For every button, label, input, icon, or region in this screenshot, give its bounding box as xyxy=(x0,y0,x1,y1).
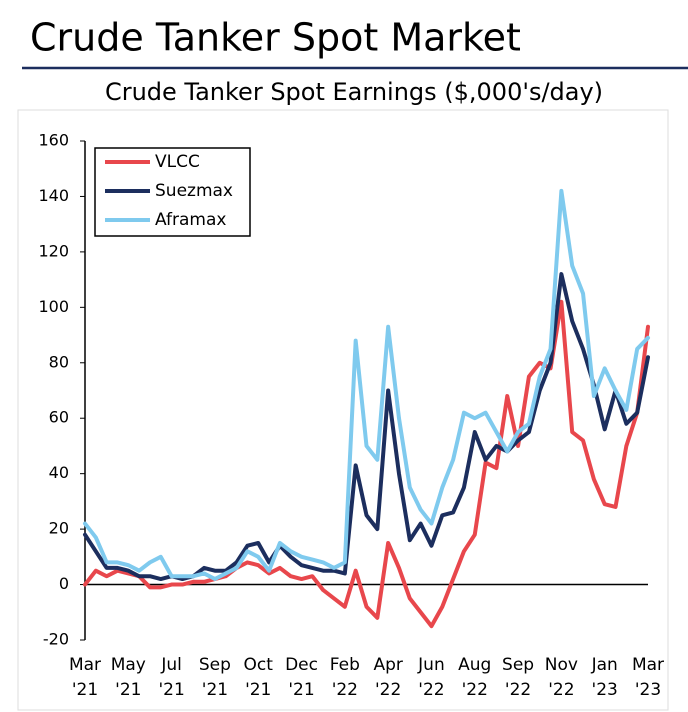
x-tick-label: Mar xyxy=(632,655,664,675)
y-tick-label: 20 xyxy=(49,519,69,538)
chart-title: Crude Tanker Spot Earnings ($,000's/day) xyxy=(105,78,603,106)
series-line xyxy=(83,188,650,582)
x-tick-label: Jul xyxy=(160,655,182,675)
y-tick-label: -20 xyxy=(43,630,69,649)
x-tick-label: '21 xyxy=(158,680,184,700)
x-tick-label: Dec xyxy=(285,655,318,675)
x-tick-label: '22 xyxy=(462,680,488,700)
x-tick-label: May xyxy=(111,655,146,675)
x-tick-label: '22 xyxy=(505,680,531,700)
legend-label: Suezmax xyxy=(155,181,233,201)
legend-label: Aframax xyxy=(155,210,226,230)
x-tick-label: Aug xyxy=(458,655,491,675)
x-tick-label: Oct xyxy=(244,655,274,675)
y-tick-label: 100 xyxy=(38,297,69,316)
x-tick-label: Nov xyxy=(545,655,578,675)
y-tick-label: 40 xyxy=(49,463,69,482)
y-tick-label: 0 xyxy=(59,574,69,593)
x-tick-label: '22 xyxy=(375,680,401,700)
x-tick-label: Jan xyxy=(591,655,618,675)
x-tick-label: '21 xyxy=(245,680,271,700)
x-tick-label: '23 xyxy=(635,680,661,700)
y-tick-label: 140 xyxy=(38,186,69,205)
y-tick-label: 120 xyxy=(38,241,69,260)
page-title: Crude Tanker Spot Market xyxy=(30,16,521,60)
x-tick-label: '21 xyxy=(115,680,141,700)
chart-frame xyxy=(17,109,669,711)
x-tick-label: '21 xyxy=(288,680,314,700)
x-tick-label: Jun xyxy=(417,655,445,675)
y-tick-label: 80 xyxy=(49,352,69,371)
x-tick-label: '21 xyxy=(202,680,228,700)
y-tick-label: 60 xyxy=(49,408,69,427)
x-tick-label: Feb xyxy=(330,655,360,675)
x-tick-label: '22 xyxy=(548,680,574,700)
x-tick-label: Sep xyxy=(199,655,231,675)
legend-label: VLCC xyxy=(155,152,200,172)
x-tick-label: Sep xyxy=(502,655,534,675)
x-tick-label: '22 xyxy=(418,680,444,700)
x-tick-label: Apr xyxy=(373,655,402,675)
y-tick-label: 160 xyxy=(38,131,69,150)
x-tick-label: '21 xyxy=(72,680,98,700)
x-tick-label: '23 xyxy=(592,680,618,700)
x-tick-label: '22 xyxy=(332,680,358,700)
x-tick-label: Mar xyxy=(69,655,101,675)
